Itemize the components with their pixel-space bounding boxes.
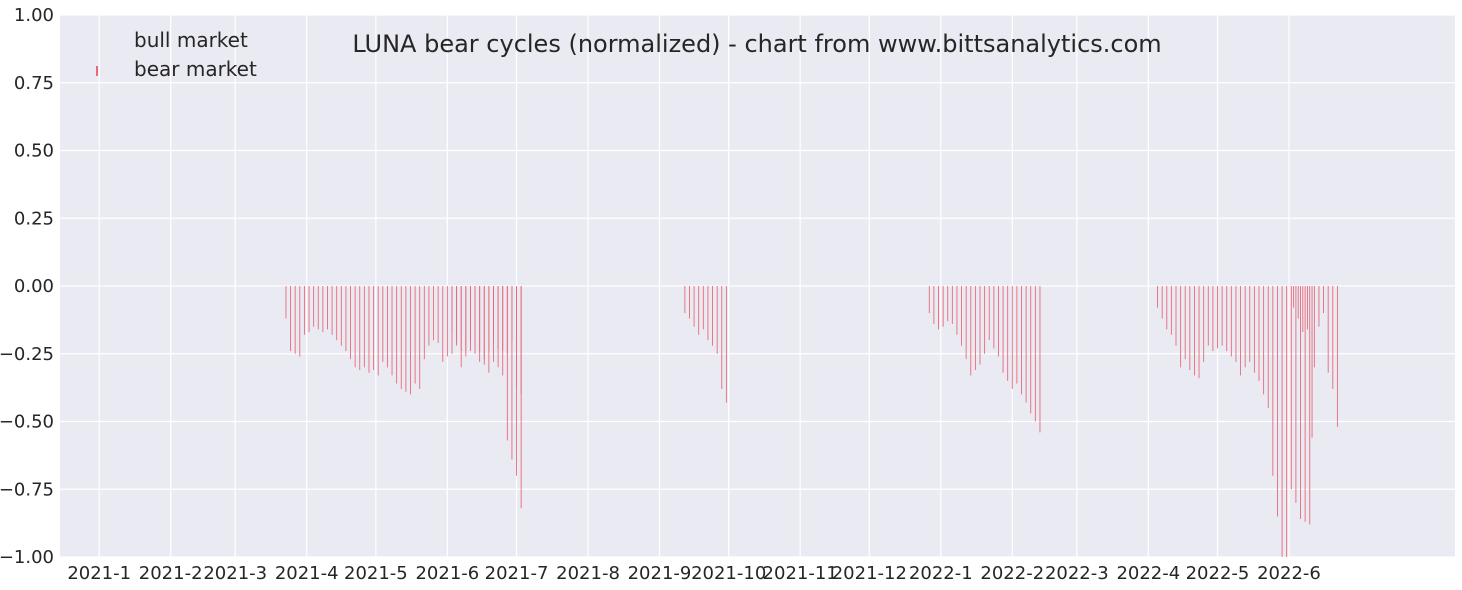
y-tick-label: −0.75 [0, 479, 54, 500]
x-tick-label: 2022-1 [909, 563, 973, 584]
legend: bull market bear market [96, 28, 257, 81]
x-tick-label: 2022-4 [1116, 563, 1180, 584]
legend-swatch-bear-market [96, 66, 98, 76]
x-tick-label: 2022-6 [1257, 563, 1321, 584]
y-tick-label: 0.75 [14, 73, 54, 94]
x-tick-label: 2022-3 [1045, 563, 1109, 584]
x-tick-label: 2021-2 [139, 563, 203, 584]
y-tick-label: 1.00 [14, 5, 54, 26]
x-tick-label: 2021-5 [344, 563, 408, 584]
x-tick-label: 2021-10 [691, 563, 766, 584]
chart-title: LUNA bear cycles (normalized) - chart fr… [352, 30, 1161, 58]
x-tick-label: 2021-8 [556, 563, 620, 584]
x-tick-label: 2021-12 [832, 563, 907, 584]
y-tick-label: −0.50 [0, 412, 54, 433]
bear-bars [285, 286, 1338, 557]
x-tick-label: 2021-6 [415, 563, 479, 584]
legend-item-bull-market: bull market [134, 28, 248, 52]
x-tick-label: 2022-5 [1186, 563, 1250, 584]
y-tick-label: −0.25 [0, 344, 54, 365]
x-axis-tick-labels: 2021-1 2021-2 2021-3 2021-4 2021-5 2021-6 2021… [67, 563, 1321, 584]
legend-label-bull-market: bull market [134, 28, 248, 52]
x-tick-label: 2021-9 [628, 563, 692, 584]
x-tick-label: 2021-3 [203, 563, 267, 584]
y-tick-label: −1.00 [0, 547, 54, 568]
y-tick-label: 0.00 [14, 276, 54, 297]
x-tick-label: 2021-7 [485, 563, 549, 584]
y-axis-tick-labels: 1.00 0.75 0.50 0.25 0.00 −0.25 −0.50 −0.75 −1.00 [0, 5, 54, 568]
y-tick-label: 0.50 [14, 141, 54, 162]
x-tick-label: 2022-2 [980, 563, 1044, 584]
x-tick-label: 2021-11 [763, 563, 838, 584]
x-tick-label: 2021-1 [67, 563, 131, 584]
legend-label-bear-market: bear market [134, 57, 257, 81]
legend-item-bear-market: bear market [96, 57, 257, 81]
y-tick-label: 0.25 [14, 208, 54, 229]
x-tick-label: 2021-4 [275, 563, 339, 584]
